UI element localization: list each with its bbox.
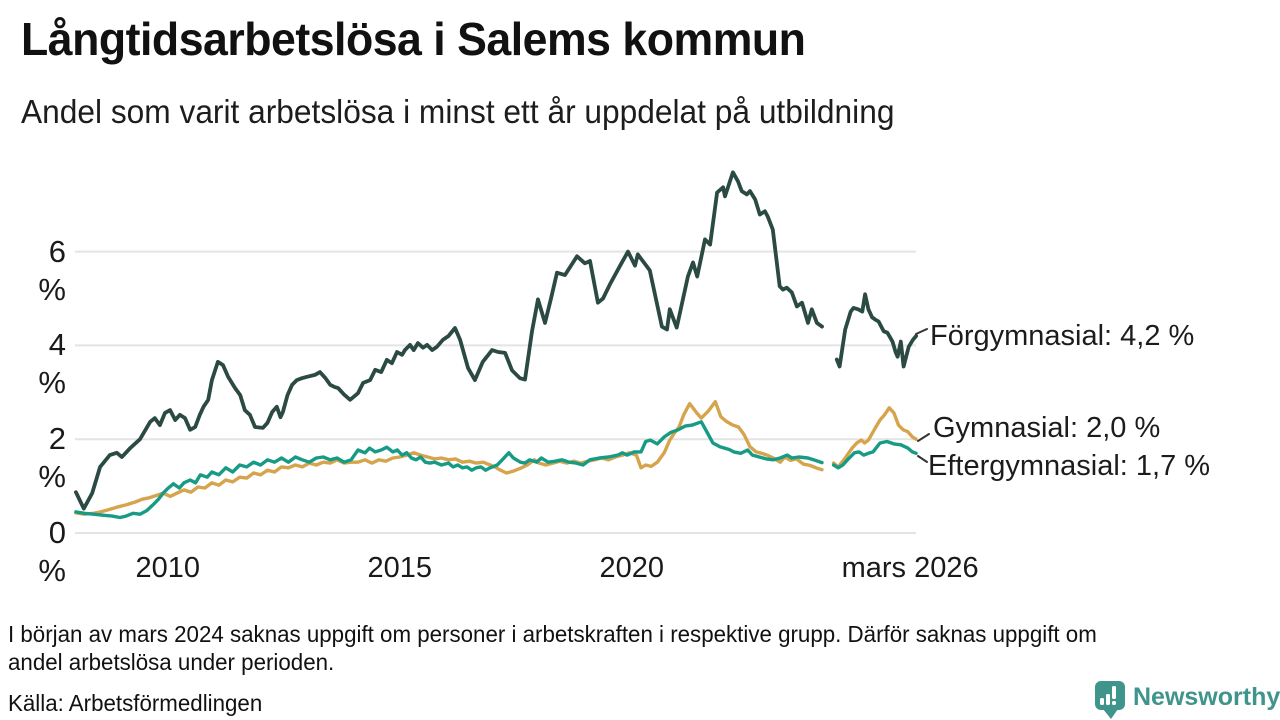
series-line-eftergymnasial-1 [831,439,918,470]
y-tick-label-4: 4 % [38,327,66,401]
label-connector-lines [915,328,930,463]
footnote-line2: andel arbetslösa under perioden. [8,649,335,675]
logo-bubble-tail [1103,709,1118,719]
source-text: Källa: Arbetsförmedlingen [8,690,263,716]
y-tick-label-6: 6 % [38,233,66,307]
page-subtitle: Andel som varit arbetslösa i minst ett å… [21,93,895,130]
logo-exclamation-dot [1112,701,1116,705]
x-tick-label-2010: 2010 [135,552,201,584]
label-connector-gymnasial [917,433,930,442]
footnote-line1: I början av mars 2024 saknas uppgift om … [8,621,1097,647]
logo-bar-tall [1106,694,1110,705]
logo-bar-short [1100,698,1104,705]
series-line-förgymnasial-0 [74,170,824,511]
newsworthy-logo-icon [1095,681,1125,719]
series-lines [74,170,918,520]
logo-exclamation-bar [1112,686,1116,699]
series-line-gymnasial-0 [74,400,824,516]
series-label-forgymnasial: Förgymnasial: 4,2 % [930,320,1195,352]
x-tick-label-2020: 2020 [599,552,664,584]
y-tick-label-2: 2 % [38,421,66,495]
x-tick-label-mars-2026: mars 2026 [841,552,979,584]
y-tick-label-0: 0 % [38,515,66,588]
newsworthy-logo-text: Newsworthy [1133,683,1280,711]
label-connector-forgymnasial [915,328,928,335]
series-label-gymnasial: Gymnasial: 2,0 % [933,412,1161,444]
page-title: Långtidsarbetslösa i Salems kommun [21,13,806,65]
series-line-eftergymnasial-0 [74,420,824,520]
series-line-förgymnasial-1 [834,292,918,369]
series-line-gymnasial-1 [831,406,918,469]
series-label-eftergymnasial: Eftergymnasial: 1,7 % [928,450,1211,482]
x-tick-label-2015: 2015 [367,552,433,584]
gridlines [75,250,916,534]
label-connector-eftergymnasial [917,455,928,463]
